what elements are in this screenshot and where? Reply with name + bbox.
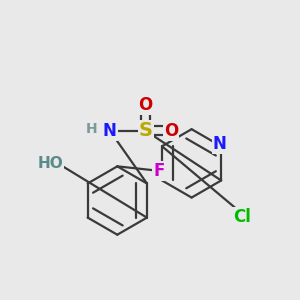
- Text: HO: HO: [38, 156, 63, 171]
- Text: Cl: Cl: [233, 208, 251, 226]
- Text: N: N: [103, 122, 117, 140]
- Text: F: F: [153, 162, 165, 180]
- Text: O: O: [164, 122, 178, 140]
- Text: O: O: [138, 96, 153, 114]
- Text: S: S: [139, 121, 152, 140]
- Text: N: N: [213, 135, 227, 153]
- Text: H: H: [86, 122, 98, 136]
